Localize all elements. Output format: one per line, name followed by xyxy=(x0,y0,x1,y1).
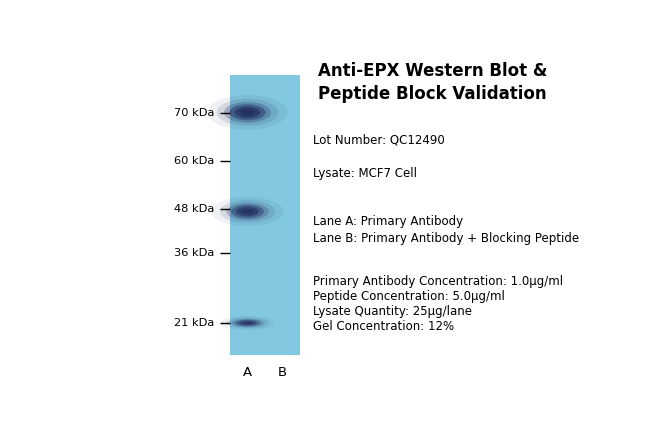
Ellipse shape xyxy=(236,207,259,216)
Ellipse shape xyxy=(220,316,275,330)
Text: B: B xyxy=(278,366,287,379)
Text: 36 kDa: 36 kDa xyxy=(174,248,214,258)
Text: Lysate: MCF7 Cell: Lysate: MCF7 Cell xyxy=(313,167,417,180)
Text: 21 kDa: 21 kDa xyxy=(174,318,214,328)
Text: A: A xyxy=(243,366,252,379)
Text: 70 kDa: 70 kDa xyxy=(174,108,214,118)
Bar xyxy=(230,75,300,355)
Text: Lane A: Primary Antibody: Lane A: Primary Antibody xyxy=(313,215,463,228)
Ellipse shape xyxy=(231,205,264,218)
Ellipse shape xyxy=(235,320,260,326)
Ellipse shape xyxy=(240,109,255,116)
Text: Lot Number: QC12490: Lot Number: QC12490 xyxy=(313,133,445,146)
Text: Peptide Concentration: 5.0μg/ml: Peptide Concentration: 5.0μg/ml xyxy=(313,290,505,303)
Text: Gel Concentration: 12%: Gel Concentration: 12% xyxy=(313,320,454,333)
Text: Lane B: Primary Antibody + Blocking Peptide: Lane B: Primary Antibody + Blocking Pept… xyxy=(313,232,579,245)
Ellipse shape xyxy=(231,319,264,327)
Ellipse shape xyxy=(242,321,252,324)
Ellipse shape xyxy=(226,203,268,220)
Text: Primary Antibody Concentration: 1.0μg/ml: Primary Antibody Concentration: 1.0μg/ml xyxy=(313,275,563,288)
Text: Anti-EPX Western Blot &
Peptide Block Validation: Anti-EPX Western Blot & Peptide Block Va… xyxy=(318,62,547,103)
Ellipse shape xyxy=(211,197,283,226)
Ellipse shape xyxy=(207,95,287,130)
Text: 60 kDa: 60 kDa xyxy=(174,156,214,166)
Ellipse shape xyxy=(224,102,271,123)
Ellipse shape xyxy=(216,99,278,126)
Ellipse shape xyxy=(241,209,254,214)
Ellipse shape xyxy=(220,200,276,223)
Ellipse shape xyxy=(226,317,269,329)
Text: Lysate Quantity: 25μg/lane: Lysate Quantity: 25μg/lane xyxy=(313,305,472,318)
Text: 48 kDa: 48 kDa xyxy=(174,204,214,214)
Ellipse shape xyxy=(229,105,266,121)
Ellipse shape xyxy=(239,321,256,325)
Ellipse shape xyxy=(235,107,260,118)
